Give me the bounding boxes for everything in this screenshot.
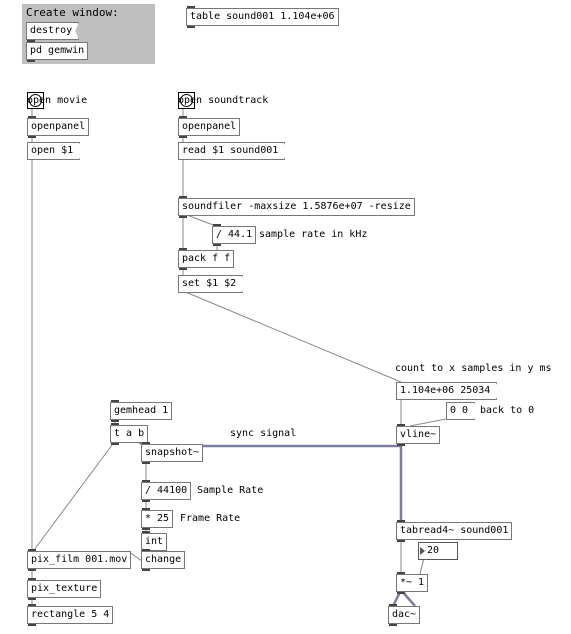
open-sound-bang-row: open soundtrack	[178, 92, 195, 109]
back-to-0-label: back to 0	[480, 404, 534, 418]
count-label: count to x samples in y ms	[395, 362, 552, 376]
back-to-0-msg[interactable]: 0 0	[446, 402, 475, 420]
div-44100-obj[interactable]: / 44100	[141, 482, 191, 500]
rectangle-obj[interactable]: rectangle 5 4	[27, 606, 113, 624]
sig-mul-obj[interactable]: *~ 1	[396, 574, 428, 592]
movie-openpanel[interactable]: openpanel	[27, 118, 89, 136]
snapshot-obj[interactable]: snapshot~	[141, 444, 203, 462]
sample-rate-khz-label: sample rate in kHz	[259, 228, 367, 242]
pix-texture-obj[interactable]: pix_texture	[27, 580, 101, 598]
mul-25-obj[interactable]: * 25	[141, 510, 173, 528]
sync-signal-label: sync signal	[230, 427, 296, 441]
table-obj[interactable]: table sound001 1.104e+06	[186, 8, 339, 26]
open-movie-label: open movie	[27, 94, 87, 108]
div-44.1-obj[interactable]: / 44.1	[212, 226, 256, 244]
create-window-title: Create window:	[26, 6, 151, 19]
sample-rate-label: Sample Rate	[197, 484, 263, 498]
open-movie-bang-row: open movie	[27, 92, 44, 109]
tabread4-obj[interactable]: tabread4~ sound001	[396, 522, 512, 540]
soundfiler-obj[interactable]: soundfiler -maxsize 1.5876e+07 -resize	[178, 198, 415, 216]
sound-openpanel[interactable]: openpanel	[178, 118, 240, 136]
gemhead-obj[interactable]: gemhead 1	[110, 402, 172, 420]
pix-film-obj[interactable]: pix_film 001.mov	[27, 551, 131, 569]
movie-open-msg[interactable]: open $1	[27, 142, 80, 160]
gain-numbox[interactable]: 20	[418, 542, 458, 560]
vline-obj[interactable]: vline~	[396, 426, 440, 444]
count-msg[interactable]: 1.104e+06 25034	[396, 382, 497, 400]
gemwin-subpatch[interactable]: pd gemwin	[26, 42, 88, 60]
sound-read-msg[interactable]: read $1 sound001	[178, 142, 285, 160]
pack-obj[interactable]: pack f f	[178, 250, 234, 268]
destroy-msg[interactable]: destroy	[26, 22, 79, 40]
trigger-obj[interactable]: t a b	[110, 425, 148, 443]
set-msg[interactable]: set $1 $2	[178, 275, 243, 293]
change-obj[interactable]: change	[141, 551, 185, 569]
open-sound-label: open soundtrack	[178, 94, 268, 108]
frame-rate-label: Frame Rate	[180, 512, 240, 526]
dac-obj[interactable]: dac~	[388, 606, 420, 624]
